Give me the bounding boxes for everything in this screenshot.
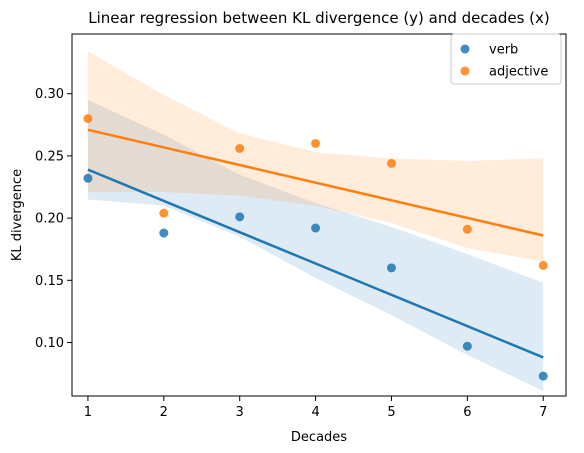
y-tick-label: 0.15 — [35, 274, 64, 289]
y-tick-label: 0.30 — [35, 87, 64, 102]
x-tick-label: 7 — [539, 405, 547, 420]
legend: verb adjective — [450, 33, 562, 85]
verb-point — [538, 371, 548, 381]
chart-title: Linear regression between KL divergence … — [88, 9, 550, 27]
verb-point — [386, 263, 396, 273]
x-tick-label: 4 — [311, 405, 319, 420]
plot-frame — [71, 33, 567, 397]
x-tick-label: 5 — [387, 405, 395, 420]
x-tick-label: 2 — [160, 405, 168, 420]
verb-point — [83, 173, 93, 183]
verb-legend-label: verb — [489, 43, 518, 58]
regression-lines — [87, 128, 544, 359]
adjective-point — [83, 114, 93, 124]
verb-point — [462, 341, 472, 351]
adjective-point — [159, 208, 169, 218]
confidence-bands — [87, 51, 544, 392]
x-tick-label: 1 — [84, 405, 92, 420]
x-tick-label: 6 — [463, 405, 471, 420]
y-tick-label: 0.10 — [35, 336, 64, 351]
adjective-legend-marker — [460, 66, 470, 76]
x-axis-ticks: 1 2 3 4 5 6 7 — [84, 396, 547, 420]
verb-point — [235, 212, 245, 222]
y-axis-label: KL divergence — [10, 169, 25, 261]
verb-regression-line — [87, 168, 544, 359]
data-points — [83, 114, 548, 381]
adjective-point — [311, 138, 321, 148]
verb-confidence-band — [87, 99, 544, 392]
adjective-legend-label: adjective — [489, 65, 548, 80]
verb-legend-marker — [460, 44, 470, 54]
x-axis-label: Decades — [291, 430, 347, 445]
adjective-regression-line — [87, 128, 544, 237]
legend-box — [450, 33, 562, 85]
adjective-point — [462, 224, 472, 234]
y-tick-label: 0.20 — [35, 212, 64, 227]
adjective-point — [538, 260, 548, 270]
verb-point — [159, 228, 169, 238]
x-tick-label: 3 — [236, 405, 244, 420]
verb-point — [311, 223, 321, 233]
adjective-point — [235, 143, 245, 153]
adjective-point — [386, 158, 396, 168]
y-tick-label: 0.25 — [35, 149, 64, 164]
y-axis-ticks: 0.10 0.15 0.20 0.25 0.30 — [35, 87, 72, 351]
